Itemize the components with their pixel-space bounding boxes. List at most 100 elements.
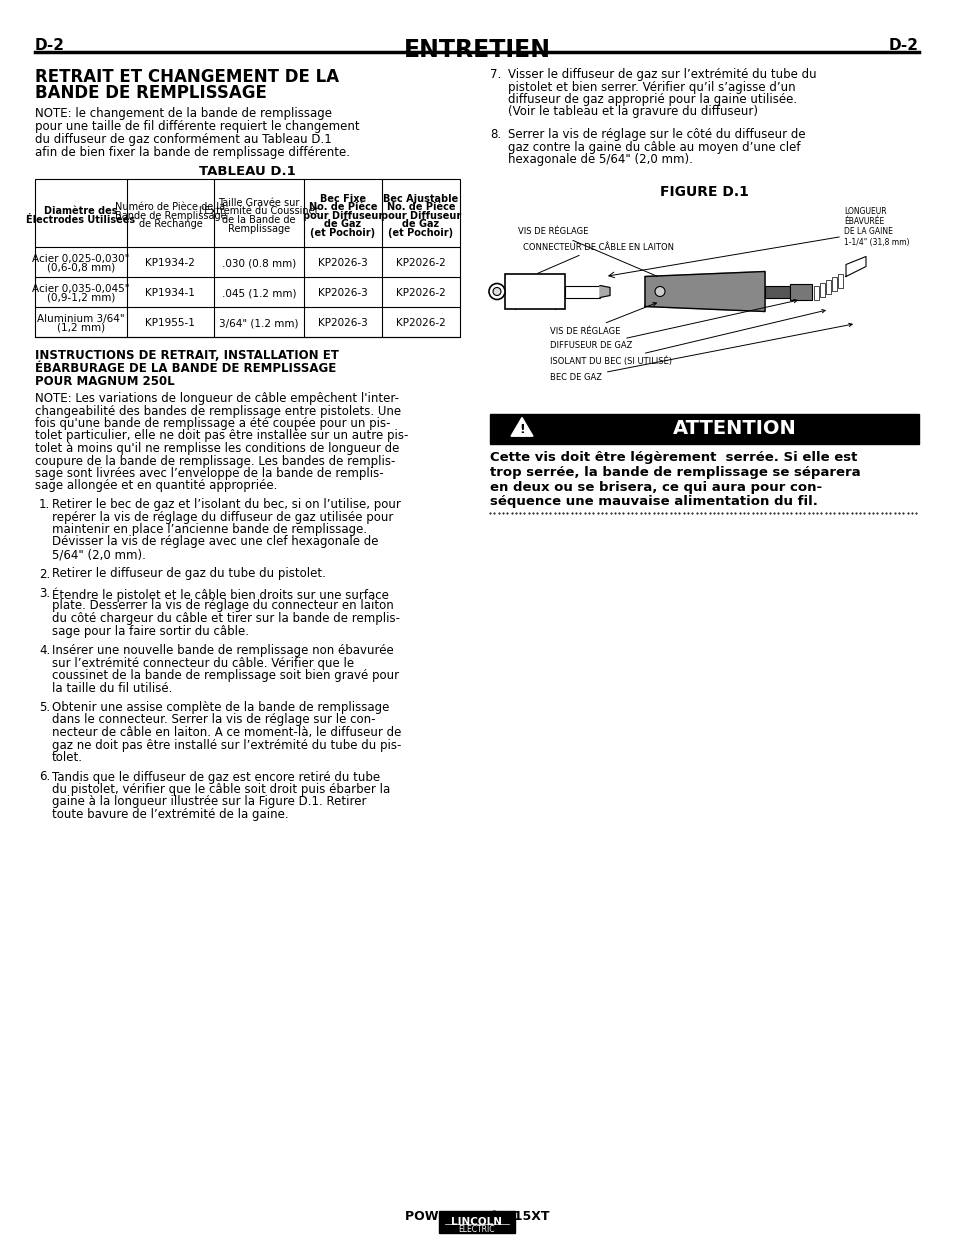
Text: 3.: 3. (39, 587, 51, 600)
Bar (564, 285, 599, 298)
Text: l'Extrémité du Coussinet: l'Extrémité du Coussinet (199, 206, 318, 216)
Text: maintenir en place l’ancienne bande de remplissage.: maintenir en place l’ancienne bande de r… (52, 522, 367, 536)
Text: ELECTRIC: ELECTRIC (458, 1225, 495, 1234)
Text: pour une taille de fil différente requiert le changement: pour une taille de fil différente requie… (35, 120, 359, 133)
Text: Bec Fixe: Bec Fixe (319, 194, 366, 204)
Text: 4.: 4. (39, 643, 51, 657)
Text: Retirer le diffuseur de gaz du tube du pistolet.: Retirer le diffuseur de gaz du tube du p… (52, 568, 326, 580)
Text: (et Pochoir): (et Pochoir) (310, 227, 375, 238)
Text: tolet particulier, elle ne doit pas être installée sur un autre pis-: tolet particulier, elle ne doit pas être… (35, 430, 408, 442)
Text: Acier 0,035-0,045": Acier 0,035-0,045" (32, 284, 130, 294)
Text: trop serrée, la bande de remplissage se séparera: trop serrée, la bande de remplissage se … (490, 466, 860, 479)
Text: Visser le diffuseur de gaz sur l’extrémité du tube du: Visser le diffuseur de gaz sur l’extrémi… (507, 68, 816, 82)
Text: 1.: 1. (39, 498, 51, 511)
Text: KP2026-2: KP2026-2 (395, 319, 445, 329)
Text: du côté chargeur du câble et tirer sur la bande de remplis-: du côté chargeur du câble et tirer sur l… (52, 613, 399, 625)
Text: Bec Ajustable: Bec Ajustable (383, 194, 458, 204)
Text: 8.: 8. (490, 128, 500, 141)
Bar (837, 273, 842, 288)
Text: pour Diffuseur: pour Diffuseur (302, 211, 383, 221)
Text: gaz ne doit pas être installé sur l’extrémité du tube du pis-: gaz ne doit pas être installé sur l’extr… (52, 739, 401, 752)
Text: sage sont livrées avec l’enveloppe de la bande de remplis-: sage sont livrées avec l’enveloppe de la… (35, 467, 383, 480)
Text: 5/64" (2,0 mm).: 5/64" (2,0 mm). (52, 548, 146, 561)
Text: séquence une mauvaise alimentation du fil.: séquence une mauvaise alimentation du fi… (490, 495, 817, 508)
Text: Étendre le pistolet et le câble bien droits sur une surface: Étendre le pistolet et le câble bien dro… (52, 587, 389, 601)
Text: Cette vis doit être légèrement  serrée. Si elle est: Cette vis doit être légèrement serrée. S… (490, 452, 857, 464)
Text: Aluminium 3/64": Aluminium 3/64" (37, 314, 125, 324)
Bar (825, 279, 830, 294)
Text: (et Pochoir): (et Pochoir) (388, 227, 453, 238)
Text: toute bavure de l’extrémité de la gaine.: toute bavure de l’extrémité de la gaine. (52, 808, 289, 821)
Text: repérer la vis de réglage du diffuseur de gaz utilisée pour: repérer la vis de réglage du diffuseur d… (52, 510, 393, 524)
Polygon shape (845, 257, 865, 277)
Text: Acier 0,025-0,030": Acier 0,025-0,030" (32, 254, 130, 264)
Bar (831, 277, 836, 290)
Text: Insérer une nouvelle bande de remplissage non ébavurée: Insérer une nouvelle bande de remplissag… (52, 643, 394, 657)
Text: D-2: D-2 (35, 38, 65, 53)
Text: POUR MAGNUM 250L: POUR MAGNUM 250L (35, 375, 174, 388)
Text: (0,9-1,2 mm): (0,9-1,2 mm) (47, 293, 115, 303)
Text: NOTE: le changement de la bande de remplissage: NOTE: le changement de la bande de rempl… (35, 107, 332, 120)
Circle shape (493, 288, 500, 295)
Text: KP2026-2: KP2026-2 (395, 258, 445, 268)
Text: !: ! (518, 424, 524, 436)
Text: KP2026-2: KP2026-2 (395, 289, 445, 299)
Text: LINCOLN: LINCOLN (451, 1216, 502, 1228)
Text: tolet.: tolet. (52, 751, 83, 764)
Text: ÉBARBURAGE DE LA BANDE DE REMPLISSAGE: ÉBARBURAGE DE LA BANDE DE REMPLISSAGE (35, 362, 335, 375)
Text: ATTENTION: ATTENTION (672, 419, 796, 438)
Text: ENTRETIEN: ENTRETIEN (403, 38, 550, 62)
Text: KP2026-3: KP2026-3 (317, 289, 368, 299)
Text: de Rechange: de Rechange (138, 220, 202, 230)
Text: 3/64" (1.2 mm): 3/64" (1.2 mm) (219, 319, 298, 329)
Text: 2.: 2. (39, 568, 51, 580)
Text: No. de Pièce: No. de Pièce (386, 203, 455, 212)
Text: LONGUEUR
ÉBAVURÉE
DE LA GAINE
1-1/4" (31,8 mm): LONGUEUR ÉBAVURÉE DE LA GAINE 1-1/4" (31… (843, 206, 908, 247)
Text: D-2: D-2 (888, 38, 918, 53)
Text: plate. Desserrer la vis de réglage du connecteur en laiton: plate. Desserrer la vis de réglage du co… (52, 599, 394, 613)
Text: 5.: 5. (39, 701, 51, 714)
Bar (490, 414, 918, 443)
Text: KP2026-3: KP2026-3 (317, 319, 368, 329)
Text: pistolet et bien serrer. Vérifier qu’il s’agisse d’un: pistolet et bien serrer. Vérifier qu’il … (507, 80, 795, 94)
Text: VIS DE RÉGLAGE: VIS DE RÉGLAGE (517, 227, 657, 277)
Text: No. de Pièce: No. de Pièce (309, 203, 376, 212)
Text: coussinet de la bande de remplissage soit bien gravé pour: coussinet de la bande de remplissage soi… (52, 669, 398, 682)
Bar (789, 284, 811, 300)
Text: .030 (0.8 mm): .030 (0.8 mm) (222, 258, 295, 268)
Text: Serrer la vis de réglage sur le côté du diffuseur de: Serrer la vis de réglage sur le côté du … (507, 128, 804, 141)
Text: BEC DE GAZ: BEC DE GAZ (550, 324, 851, 383)
Text: KP1955-1: KP1955-1 (145, 319, 195, 329)
Text: changeabilité des bandes de remplissage entre pistolets. Une: changeabilité des bandes de remplissage … (35, 405, 400, 417)
Text: DIFFUSEUR DE GAZ: DIFFUSEUR DE GAZ (550, 299, 797, 351)
Text: Bande de Remplissage: Bande de Remplissage (114, 211, 226, 221)
Text: de la Bande de: de la Bande de (222, 215, 295, 225)
Text: .045 (1.2 mm): .045 (1.2 mm) (221, 289, 296, 299)
Text: Obtenir une assise complète de la bande de remplissage: Obtenir une assise complète de la bande … (52, 701, 389, 714)
Bar (764, 285, 789, 298)
Text: pour Diffuseur: pour Diffuseur (380, 211, 460, 221)
Text: afin de bien fixer la bande de remplissage différente.: afin de bien fixer la bande de remplissa… (35, 146, 350, 159)
Text: necteur de câble en laiton. A ce moment-là, le diffuseur de: necteur de câble en laiton. A ce moment-… (52, 726, 401, 739)
Text: RETRAIT ET CHANGEMENT DE LA: RETRAIT ET CHANGEMENT DE LA (35, 68, 338, 86)
Circle shape (489, 284, 504, 300)
Text: dans le connecteur. Serrer la vis de réglage sur le con-: dans le connecteur. Serrer la vis de rég… (52, 714, 375, 726)
Text: BANDE DE REMPLISSAGE: BANDE DE REMPLISSAGE (35, 84, 267, 103)
Bar (438, 1212, 515, 1233)
Text: gaine à la longueur illustrée sur la Figure D.1. Retirer: gaine à la longueur illustrée sur la Fig… (52, 795, 366, 809)
Text: coupure de la bande de remplissage. Les bandes de remplis-: coupure de la bande de remplissage. Les … (35, 454, 395, 468)
Text: du diffuseur de gaz conformément au Tableau D.1: du diffuseur de gaz conformément au Tabl… (35, 133, 332, 146)
Bar (813, 285, 818, 300)
Text: TABLEAU D.1: TABLEAU D.1 (199, 165, 295, 178)
Text: KP2026-3: KP2026-3 (317, 258, 368, 268)
Text: sage pour la faire sortir du câble.: sage pour la faire sortir du câble. (52, 625, 249, 637)
Text: Remplissage: Remplissage (228, 224, 290, 233)
Text: (Voir le tableau et la gravure du diffuseur): (Voir le tableau et la gravure du diffus… (507, 105, 758, 119)
Text: Électrodes Utilisées: Électrodes Utilisées (27, 215, 135, 225)
Text: Diamètre des: Diamètre des (44, 206, 117, 216)
Bar (820, 283, 824, 296)
Text: Retirer le bec de gaz et l’isolant du bec, si on l’utilise, pour: Retirer le bec de gaz et l’isolant du be… (52, 498, 400, 511)
Text: de Gaz: de Gaz (402, 220, 439, 230)
Text: NOTE: Les variations de longueur de câble empêchent l'inter-: NOTE: Les variations de longueur de câbl… (35, 391, 398, 405)
Text: en deux ou se brisera, ce qui aura pour con-: en deux ou se brisera, ce qui aura pour … (490, 480, 821, 494)
